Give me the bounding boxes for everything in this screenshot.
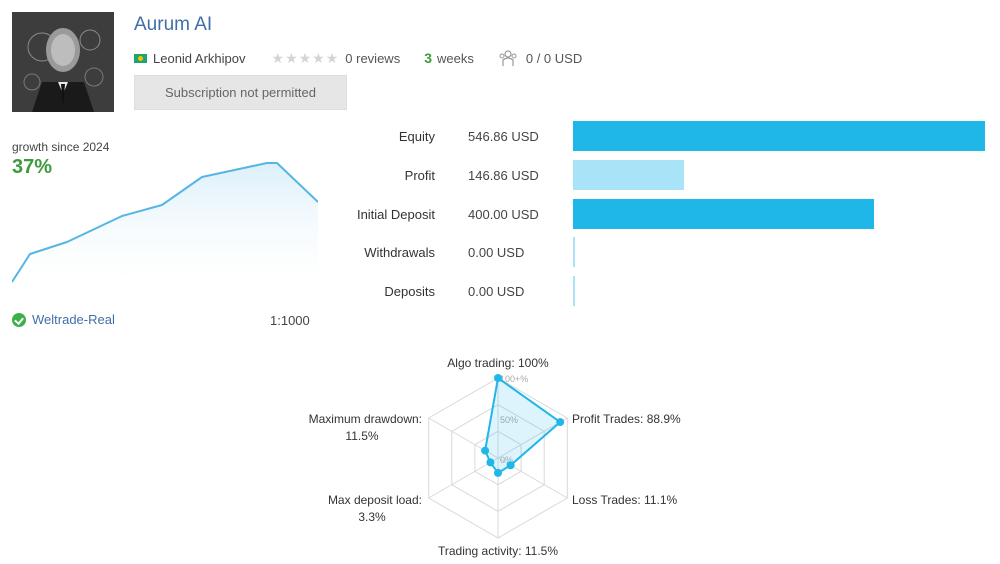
author-link[interactable]: Leonid Arkhipov xyxy=(153,50,246,66)
weeks-label: weeks xyxy=(437,50,474,66)
stat-row-withdrawals: Withdrawals 0.00 USD xyxy=(300,237,990,267)
radar-label-activity: Trading activity: 11.5% xyxy=(438,544,558,558)
growth-chart[interactable] xyxy=(12,158,318,286)
stat-value: 146.86 USD xyxy=(468,168,539,183)
radar-point xyxy=(481,446,490,455)
radar-scale-100: 100+% xyxy=(500,374,528,384)
radar-label-deposit-load-value: 3.3% xyxy=(358,510,386,524)
stat-value: 400.00 USD xyxy=(468,207,539,222)
leverage-value: 1:1000 xyxy=(270,313,310,328)
growth-area xyxy=(12,163,318,286)
stat-row-initial-deposit: Initial Deposit 400.00 USD xyxy=(300,199,990,229)
stat-row-profit: Profit 146.86 USD xyxy=(300,160,990,190)
radar-scale-50: 50% xyxy=(500,415,518,425)
radar-point xyxy=(506,461,515,470)
account-stats: Equity 546.86 USD Profit 146.86 USD Init… xyxy=(300,118,990,318)
broker-name[interactable]: Weltrade-Real xyxy=(32,312,115,327)
growth-value: 37% xyxy=(12,156,53,178)
radar-label-profit: Profit Trades: 88.9% xyxy=(572,412,681,426)
avatar[interactable] xyxy=(12,12,114,112)
stat-row-equity: Equity 546.86 USD xyxy=(300,121,990,151)
weeks-count: 3 xyxy=(424,50,432,66)
stat-bar xyxy=(573,237,575,267)
stat-label: Deposits xyxy=(384,284,435,299)
radar-point xyxy=(494,374,502,382)
radar-chart: 100+% 50% 0% Algo trading: 100% Profit T… xyxy=(309,356,681,558)
subscription-button[interactable]: Subscription not permitted xyxy=(134,75,347,110)
stat-value: 546.86 USD xyxy=(468,129,539,144)
radar-label-drawdown: Maximum drawdown: xyxy=(309,412,422,426)
radar-label-algo: Algo trading: 100% xyxy=(447,356,549,370)
country-flag-icon xyxy=(134,53,147,63)
stat-bar xyxy=(573,121,985,151)
radar-label-deposit-load: Max deposit load: xyxy=(328,493,422,507)
stat-bar xyxy=(573,276,575,306)
rating-stars-icon[interactable]: ★★★★★ xyxy=(271,49,340,66)
growth-line xyxy=(12,162,318,283)
radar-point xyxy=(486,458,495,467)
radar-grid xyxy=(428,377,568,539)
radar-scale-0: 0% xyxy=(500,455,513,465)
stat-bar xyxy=(573,199,874,229)
broker-link[interactable]: Weltrade-Real xyxy=(12,312,115,327)
verified-check-icon xyxy=(12,312,26,327)
stat-label: Profit xyxy=(404,168,435,183)
stat-label: Equity xyxy=(398,129,435,144)
stat-bar xyxy=(573,160,684,190)
stat-value: 0.00 USD xyxy=(468,284,525,299)
radar-label-drawdown-value: 11.5% xyxy=(345,429,378,443)
reviews-link[interactable]: 0 reviews xyxy=(345,50,401,66)
subscribers-value: 0 / 0 USD xyxy=(525,50,583,66)
stat-label: Initial Deposit xyxy=(356,207,435,222)
stat-value: 0.00 USD xyxy=(468,245,525,260)
profile-meta: Leonid Arkhipov ★★★★★ 0 reviews 3 weeks … xyxy=(134,48,582,68)
stat-row-deposits: Deposits 0.00 USD xyxy=(300,276,990,306)
radar-axis-line xyxy=(428,457,499,499)
subscribers-icon xyxy=(499,50,517,66)
growth-label: growth since 2024 xyxy=(12,140,110,154)
radar-label-loss: Loss Trades: 11.1% xyxy=(572,493,678,507)
radar-point xyxy=(494,468,502,477)
stat-label: Withdrawals xyxy=(364,245,435,260)
radar-series xyxy=(481,374,565,477)
radar-point xyxy=(556,418,565,427)
page-title[interactable]: Aurum AI xyxy=(134,14,213,35)
